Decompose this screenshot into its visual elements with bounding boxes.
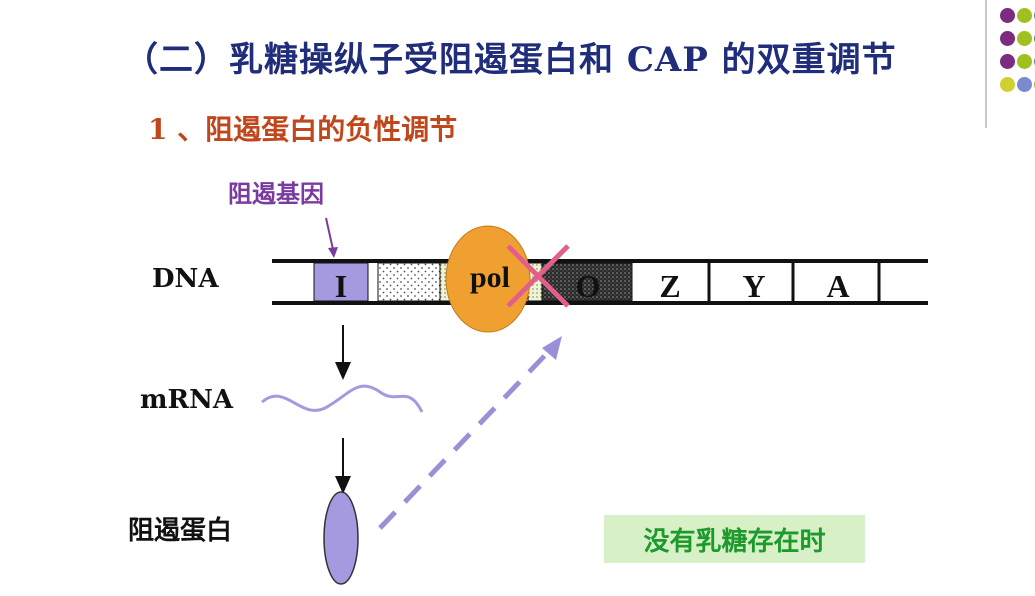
mrna-label: mRNA xyxy=(140,385,234,415)
decor-dot xyxy=(1000,77,1015,92)
y-gene-letter: Y xyxy=(742,268,765,304)
decor-dot xyxy=(1000,8,1015,23)
decor-dot xyxy=(1000,54,1015,69)
repressor-binding-arrowhead xyxy=(542,336,562,360)
i-gene-letter: I xyxy=(335,268,347,304)
i-gene-segment xyxy=(313,262,369,302)
slide-title: （二）乳糖操纵子受阻遏蛋白和 CAP 的双重调节 xyxy=(124,40,897,80)
section-subtitle: 1 、阻遏蛋白的负性调节 xyxy=(148,113,458,146)
promoter-segment xyxy=(377,262,441,302)
decor-dot xyxy=(1017,8,1032,23)
repressor-protein-label: 阻遏蛋白 xyxy=(128,516,233,546)
decor-dot xyxy=(1017,31,1032,46)
gene-pointer-head xyxy=(328,247,338,258)
dna-label: DNA xyxy=(152,264,219,294)
z-gene-letter: Z xyxy=(659,268,680,304)
o-gene-letter: O xyxy=(576,268,601,304)
condition-box: 没有乳糖存在时 xyxy=(604,515,865,563)
corner-divider xyxy=(985,0,987,128)
repressor-binding-arrow xyxy=(378,346,554,530)
a-gene-letter: A xyxy=(826,268,849,304)
polymerase-label: pol xyxy=(470,261,510,294)
blocked-cross-icon xyxy=(506,244,570,308)
decor-dot xyxy=(1017,77,1032,92)
decor-dot xyxy=(1000,31,1015,46)
repressor-gene-label: 阻遏基因 xyxy=(228,179,324,208)
repressor-protein-shape xyxy=(323,491,359,585)
mrna-wave xyxy=(261,384,424,413)
decor-dot xyxy=(1017,54,1032,69)
